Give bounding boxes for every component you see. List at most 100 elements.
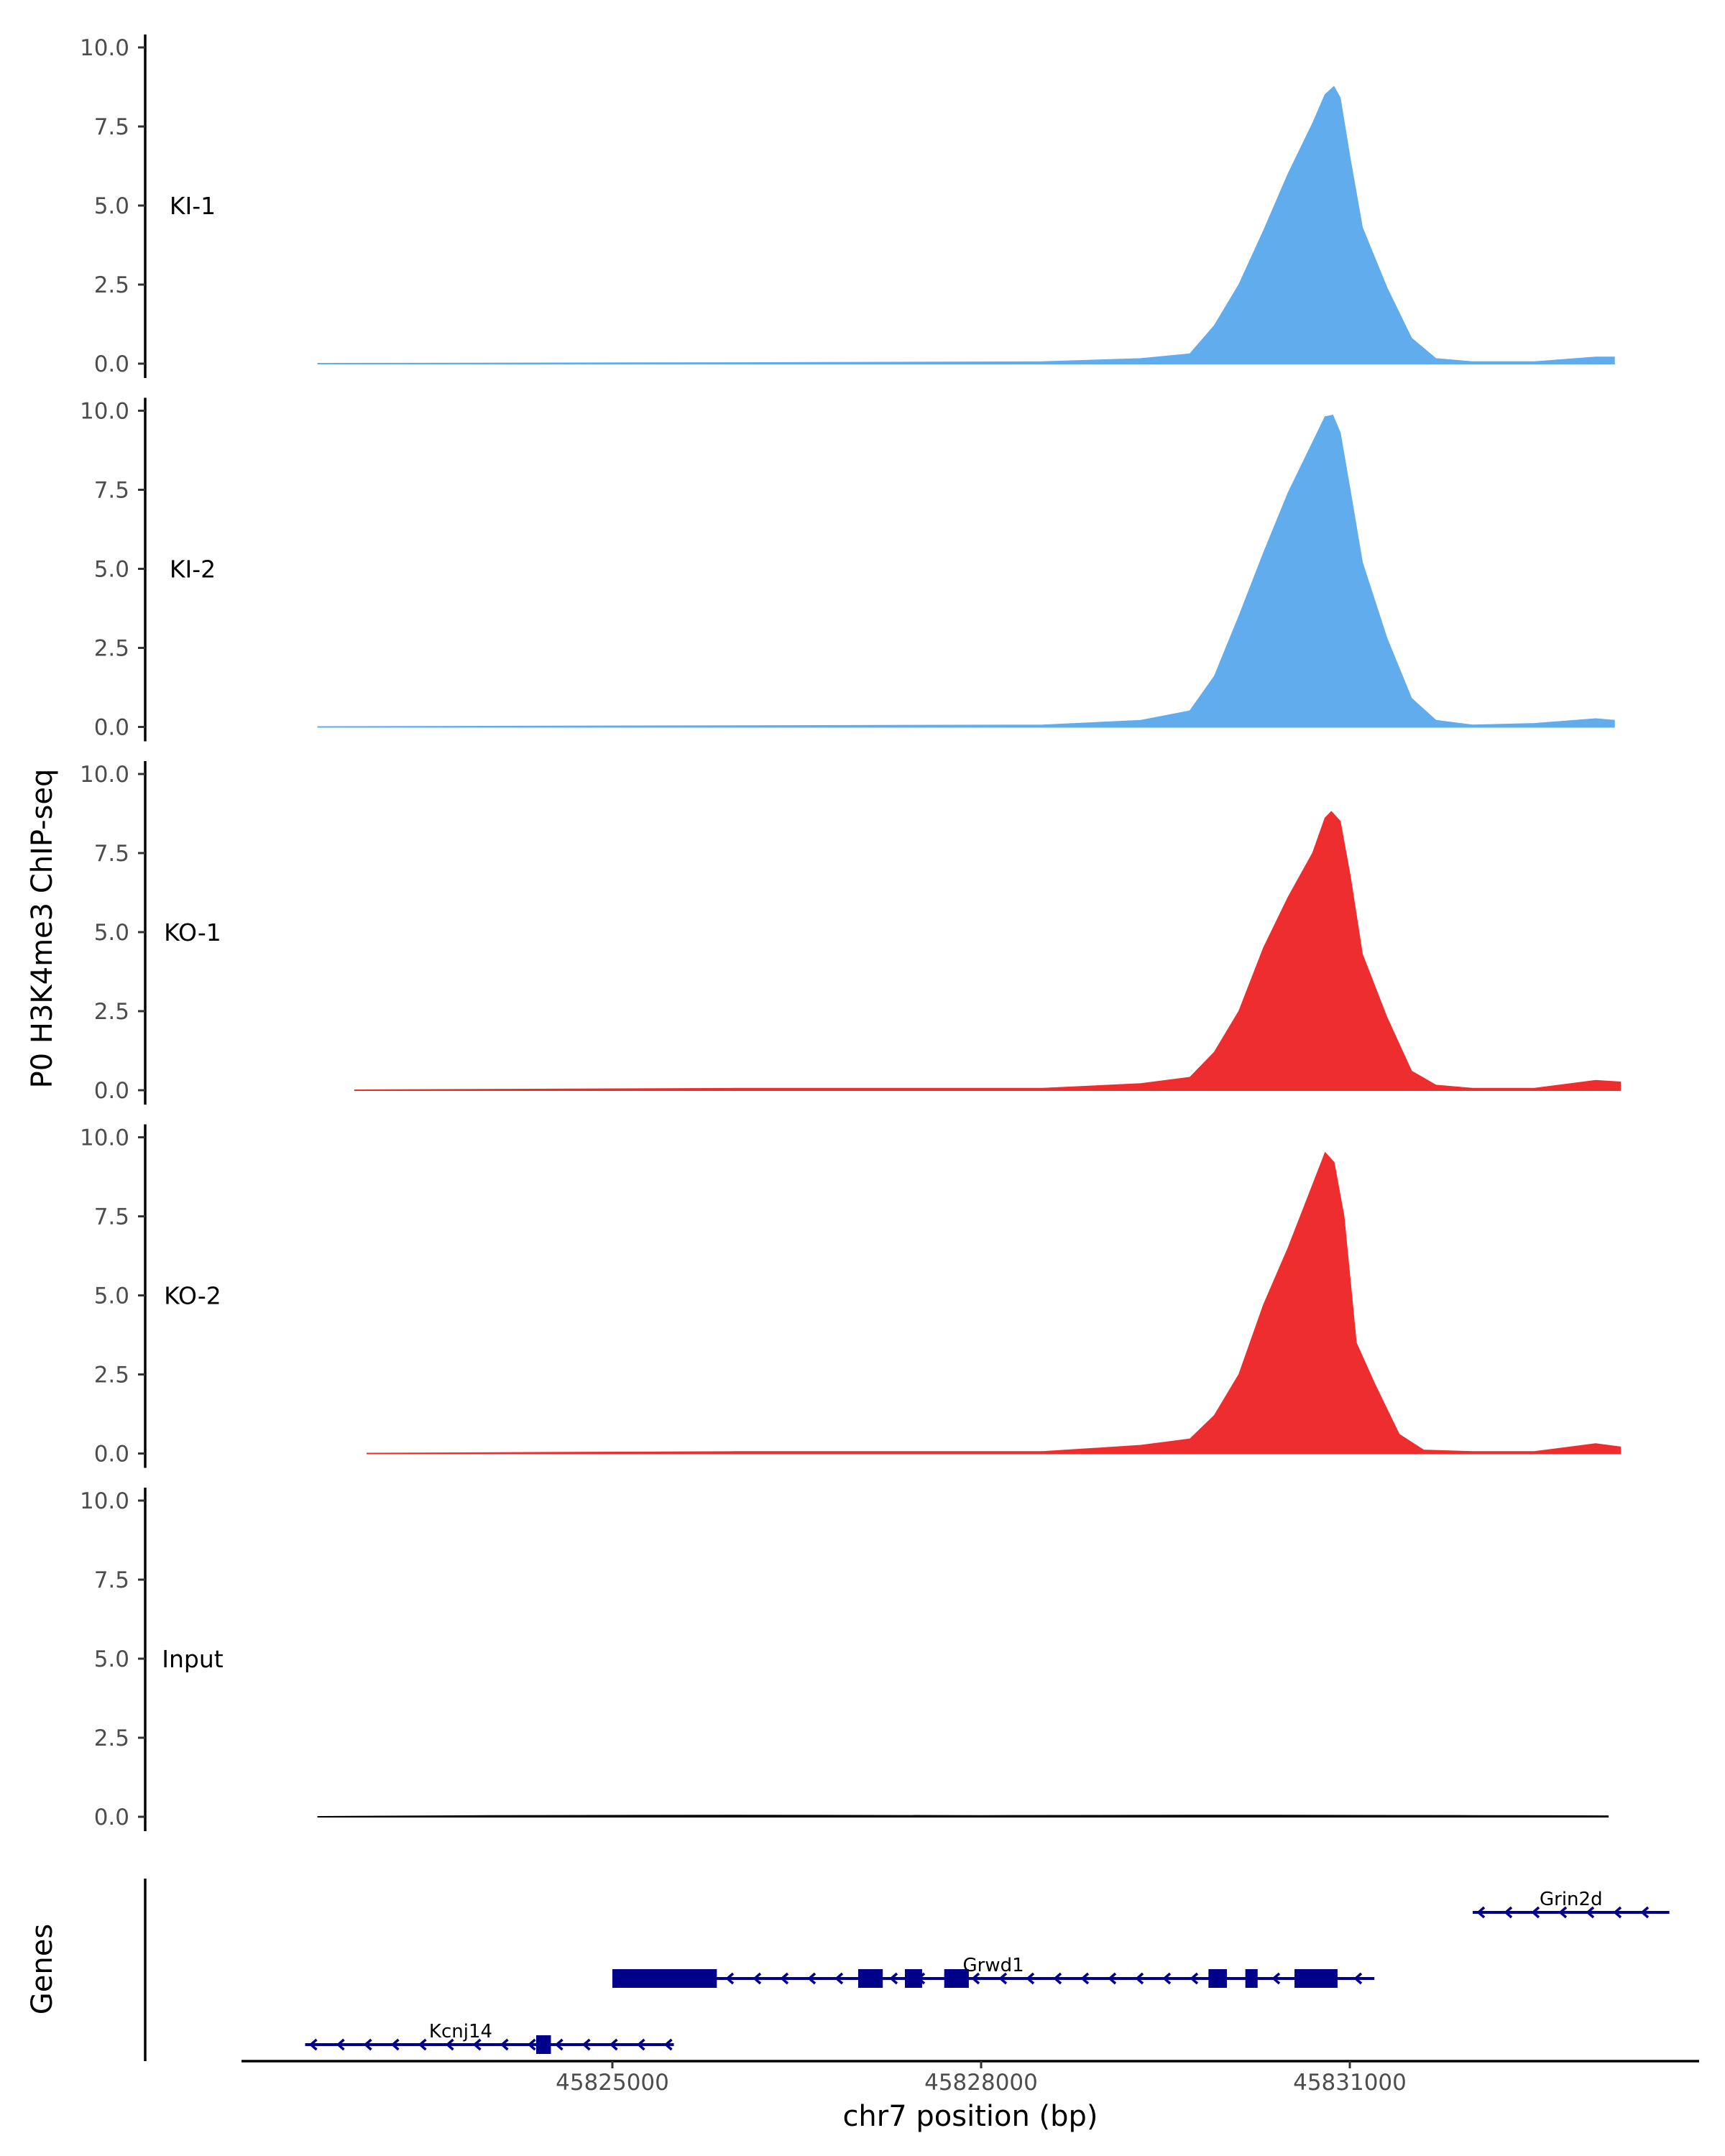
y-tick-label: 2.5 [94, 272, 129, 298]
y-tick-label: 7.5 [94, 478, 129, 504]
strand-arrow [889, 1972, 898, 1985]
y-axis-title: P0 H3K4me3 ChIP-seq [26, 769, 59, 1089]
y-tick-label: 5.0 [94, 557, 129, 583]
strand-arrow [336, 2038, 345, 2051]
strand-arrow [527, 2038, 536, 2051]
exon [1208, 1969, 1227, 1988]
strand-arrow [1053, 1972, 1062, 1985]
strand-arrow [1190, 1972, 1199, 1985]
strand-arrow [780, 1972, 789, 1985]
coverage-area [317, 1815, 1609, 1818]
y-tick-label: 7.5 [94, 1204, 129, 1230]
track-label: KO-2 [164, 1282, 221, 1310]
strand-arrow [581, 2038, 591, 2051]
strand-arrow [1586, 1906, 1595, 1919]
y-tick-label: 5.0 [94, 1284, 129, 1309]
x-tick-label: 45828000 [924, 2070, 1038, 2096]
y-tick-label: 7.5 [94, 114, 129, 140]
strand-arrow [834, 1972, 844, 1985]
y-tick-label: 2.5 [94, 1726, 129, 1751]
strand-arrow [636, 2038, 645, 2051]
exon [904, 1969, 922, 1988]
exon [944, 1969, 969, 1988]
strand-arrow [1080, 1972, 1090, 1985]
track-ki-2: 0.0 2.5 5.0 7.5 10.0 KI-2 [80, 397, 1615, 742]
track-ko-2: 0.0 2.5 5.0 7.5 10.0 KO-2 [80, 1124, 1622, 1468]
genes-panel: Kcnj14 Grwd1 Grin2d [144, 1879, 1670, 2061]
gene-label: Grin2d [1540, 1889, 1603, 1910]
genes-axis-title: Genes [26, 1924, 59, 2014]
coverage-area [317, 86, 1615, 364]
strand-arrow [1108, 1972, 1117, 1985]
y-tick-label: 7.5 [94, 1567, 129, 1593]
exon [535, 2035, 551, 2054]
x-tick-label: 45825000 [556, 2070, 669, 2096]
y-tick-label: 2.5 [94, 636, 129, 662]
x-axis: 45825000 45828000 45831000 [242, 2060, 1699, 2096]
strand-arrow [663, 2038, 673, 2051]
y-tick-label: 5.0 [94, 1646, 129, 1672]
strand-arrow [390, 2038, 400, 2051]
coverage-area [366, 1151, 1622, 1455]
exon [612, 1969, 717, 1988]
x-tick-label: 45831000 [1293, 2070, 1407, 2096]
track-label: Input [162, 1645, 224, 1673]
y-tick-label: 7.5 [94, 841, 129, 867]
gene-kcnj14: Kcnj14 [305, 2021, 674, 2054]
y-tick-label: 5.0 [94, 920, 129, 946]
coverage-area [317, 414, 1615, 728]
strand-arrow [500, 2038, 509, 2051]
gene-grwd1: Grwd1 [612, 1955, 1375, 1988]
strand-arrow [1353, 1972, 1363, 1985]
strand-arrow [753, 1972, 762, 1985]
exon [1294, 1969, 1338, 1988]
y-tick-label: 5.0 [94, 193, 129, 219]
strand-arrow [308, 2038, 318, 2051]
y-tick-label: 0.0 [94, 1442, 129, 1468]
y-tick-label: 0.0 [94, 1078, 129, 1104]
track-input: 0.0 2.5 5.0 7.5 10.0 Input [80, 1488, 1609, 1831]
y-tick-label: 0.0 [94, 351, 129, 377]
y-tick-label: 10.0 [80, 35, 129, 61]
strand-arrow [1504, 1906, 1513, 1919]
gene-grin2d: Grin2d [1473, 1889, 1670, 1919]
strand-arrow [725, 1972, 735, 1985]
strand-arrow [472, 2038, 482, 2051]
strand-arrow [1271, 1972, 1281, 1985]
y-tick-label: 10.0 [80, 1125, 129, 1151]
strand-arrow [1162, 1972, 1172, 1985]
track-label: KI-1 [170, 192, 216, 220]
y-tick-label: 10.0 [80, 1488, 129, 1514]
y-tick-label: 10.0 [80, 399, 129, 425]
strand-arrow [554, 2038, 564, 2051]
strand-arrow [1613, 1906, 1622, 1919]
gene-label: Grwd1 [963, 1955, 1024, 1976]
track-label: KO-1 [164, 918, 221, 946]
strand-arrow [418, 2038, 427, 2051]
x-axis-title: chr7 position (bp) [842, 2100, 1098, 2133]
strand-arrow [1640, 1906, 1650, 1919]
coverage-tracks: 0.0 2.5 5.0 7.5 10.0 KI-1 0.0 2.5 5.0 7.5 10.0 KI-2… [80, 34, 1622, 1831]
y-tick-label: 2.5 [94, 1363, 129, 1388]
strand-arrow [1026, 1972, 1035, 1985]
strand-arrow [1558, 1906, 1568, 1919]
y-tick-label: 0.0 [94, 715, 129, 741]
exon [858, 1969, 883, 1988]
strand-arrow [998, 1972, 1008, 1985]
strand-arrow [1476, 1906, 1486, 1919]
strand-arrow [363, 2038, 372, 2051]
strand-arrow [609, 2038, 618, 2051]
strand-arrow [971, 1972, 980, 1985]
track-ki-1: 0.0 2.5 5.0 7.5 10.0 KI-1 [80, 34, 1615, 378]
strand-arrow [1531, 1906, 1540, 1919]
coverage-area [354, 811, 1622, 1091]
y-tick-label: 10.0 [80, 762, 129, 788]
track-ko-1: 0.0 2.5 5.0 7.5 10.0 KO-1 [80, 761, 1622, 1105]
strand-arrow [445, 2038, 454, 2051]
track-label: KI-2 [170, 556, 216, 584]
strand-arrow [807, 1972, 816, 1985]
gene-label: Kcnj14 [429, 2021, 492, 2042]
exon [1245, 1969, 1258, 1988]
